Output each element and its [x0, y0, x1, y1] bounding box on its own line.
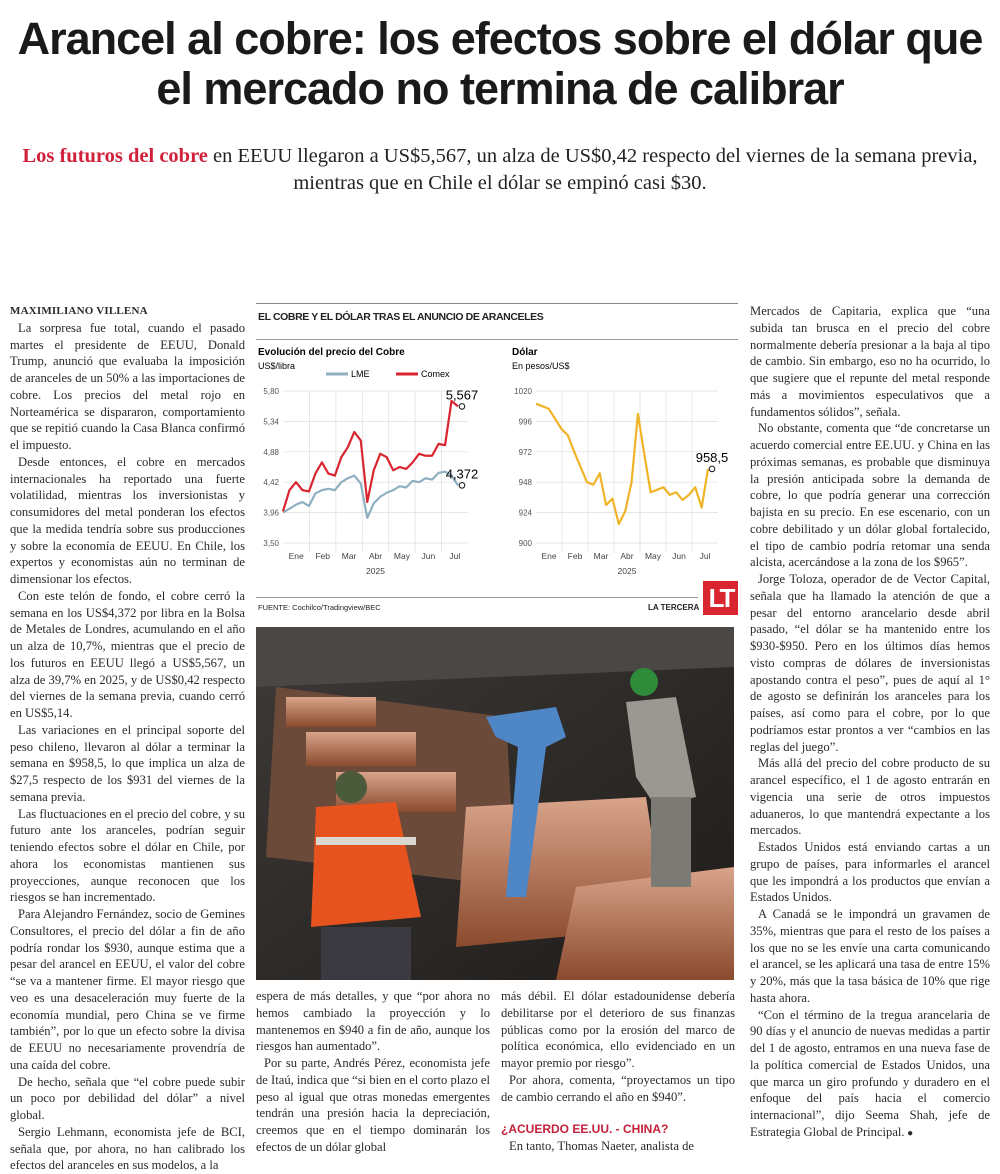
x-tick-label: May: [394, 551, 411, 561]
paragraph: Sergio Lehmann, economista jefe de BCI, …: [10, 1124, 245, 1173]
paragraph: Estados Unidos está enviando cartas a un…: [750, 840, 990, 905]
paragraph: Por ahora, comenta, “proyectamos un tipo…: [501, 1072, 735, 1104]
brand-name: LA TERCERA: [648, 603, 700, 612]
article-column-1: MAXIMILIANO VILLENA La sorpresa fue tota…: [10, 303, 245, 1174]
paragraph: Jorge Toloza, operador de de Vector Capi…: [750, 572, 990, 754]
y-tick-label: 972: [519, 448, 533, 457]
article-column-2: espera de más detalles, y que “por ahora…: [256, 988, 490, 1156]
end-point-marker: [458, 403, 466, 410]
chart-unit-label: US$/libra: [258, 361, 295, 371]
paragraph: Las fluctuaciones en el precio del cobre…: [10, 806, 245, 905]
paragraph: más débil. El dólar estadounidense deber…: [501, 989, 735, 1070]
x-tick-label: Abr: [369, 551, 382, 561]
paragraph: espera de más detalles, y que “por ahora…: [256, 989, 490, 1054]
x-tick-label: Mar: [342, 551, 357, 561]
x-tick-label: Jul: [449, 551, 460, 561]
y-tick-label: 948: [519, 478, 533, 487]
infographic: EL COBRE Y EL DÓLAR TRAS EL ANUNCIO DE A…: [256, 303, 738, 621]
photo-copper-workers: [256, 627, 734, 980]
headline: Arancel al cobre: los efectos sobre el d…: [17, 13, 984, 114]
x-axis-label: 2025: [366, 566, 385, 576]
chart-title: Dólar: [512, 347, 538, 358]
paragraph: La sorpresa fue total, cuando el pasado …: [10, 320, 245, 452]
source-note: FUENTE: Cochilco/Tradingview/BEC: [258, 603, 381, 612]
series-line-comex: [281, 399, 459, 512]
paragraph: En tanto, Thomas Naeter, analista de: [509, 1139, 694, 1153]
end-point-marker: [458, 482, 466, 489]
infographic-title: EL COBRE Y EL DÓLAR TRAS EL ANUNCIO DE A…: [258, 311, 544, 323]
y-tick-label: 4,42: [263, 478, 279, 487]
paragraph: Para Alejandro Fernández, socio de Gemin…: [10, 907, 245, 1072]
x-tick-label: Jun: [421, 551, 435, 561]
end-value-label: 958,5: [696, 450, 729, 465]
paragraph: Desde entonces, el cobre en mercados int…: [10, 454, 245, 586]
worker-left: [311, 771, 421, 980]
y-tick-label: 996: [519, 417, 533, 426]
x-tick-label: Feb: [315, 551, 330, 561]
subtitle: Los futuros del cobre en EEUU llegaron a…: [20, 143, 980, 197]
charts: Evolución del precio del Cobre US$/libra 5…: [258, 347, 729, 576]
chart-unit-label: En pesos/US$: [512, 361, 570, 371]
series-line-dolar: [535, 402, 710, 526]
paragraph: A Canadá se le impondrá un gravamen de 3…: [750, 907, 990, 1005]
paragraph: De hecho, señala que “el cobre puede sub…: [10, 1074, 245, 1123]
end-value-label: 5,567: [446, 387, 479, 402]
y-tick-label: 4,88: [263, 448, 279, 457]
legend-label: Comex: [421, 369, 450, 379]
paragraph: Mercados de Capitaria, explica que “una …: [750, 304, 990, 419]
subtitle-lead: Los futuros del cobre: [22, 145, 208, 167]
end-value-label: 4,372: [446, 466, 479, 481]
x-tick-label: Mar: [594, 551, 609, 561]
x-tick-label: May: [645, 551, 662, 561]
article-column-3: más débil. El dólar estadounidense deber…: [501, 988, 735, 1155]
y-tick-label: 1020: [514, 387, 532, 396]
x-tick-label: Ene: [289, 551, 304, 561]
x-tick-label: Jun: [672, 551, 686, 561]
series-line-lme: [282, 470, 459, 519]
y-tick-label: 5,80: [263, 387, 279, 396]
y-tick-label: 3,50: [263, 539, 279, 548]
x-tick-label: Jul: [700, 551, 711, 561]
y-tick-label: 900: [519, 539, 533, 548]
paragraph: No obstante, comenta que “de concretarse…: [750, 421, 990, 570]
article-column-4: Mercados de Capitaria, explica que “una …: [750, 303, 990, 1143]
legend-label: LME: [351, 369, 370, 379]
y-tick-label: 5,34: [263, 417, 279, 426]
y-tick-label: 924: [519, 509, 533, 518]
worker-right: [626, 668, 696, 887]
y-tick-label: 3,96: [263, 509, 279, 518]
paragraph: “Con el término de la tregua arancelaria…: [750, 1007, 990, 1139]
section-subhead: ¿ACUERDO EE.UU. - CHINA?: [501, 1122, 669, 1137]
x-tick-label: Abr: [620, 551, 633, 561]
paragraph: Por su parte, Andrés Pérez, economista j…: [256, 1056, 490, 1154]
paragraph: Con este telón de fondo, el cobre cerró …: [10, 588, 245, 720]
paragraph: Las variaciones en el principal soporte …: [10, 722, 245, 804]
brand-logo: LT: [703, 581, 738, 615]
byline: MAXIMILIANO VILLENA: [10, 305, 148, 317]
chart-title: Evolución del precio del Cobre: [258, 347, 405, 358]
subtitle-text: en EEUU llegaron a US$5,567, un alza de …: [207, 145, 978, 194]
paragraph: Más allá del precio del cobre producto d…: [750, 756, 990, 838]
x-tick-label: Feb: [568, 551, 583, 561]
x-tick-label: Ene: [541, 551, 556, 561]
x-axis-label: 2025: [618, 566, 637, 576]
end-point-marker: [708, 465, 716, 473]
end-mark-icon: ●: [904, 1127, 914, 1139]
